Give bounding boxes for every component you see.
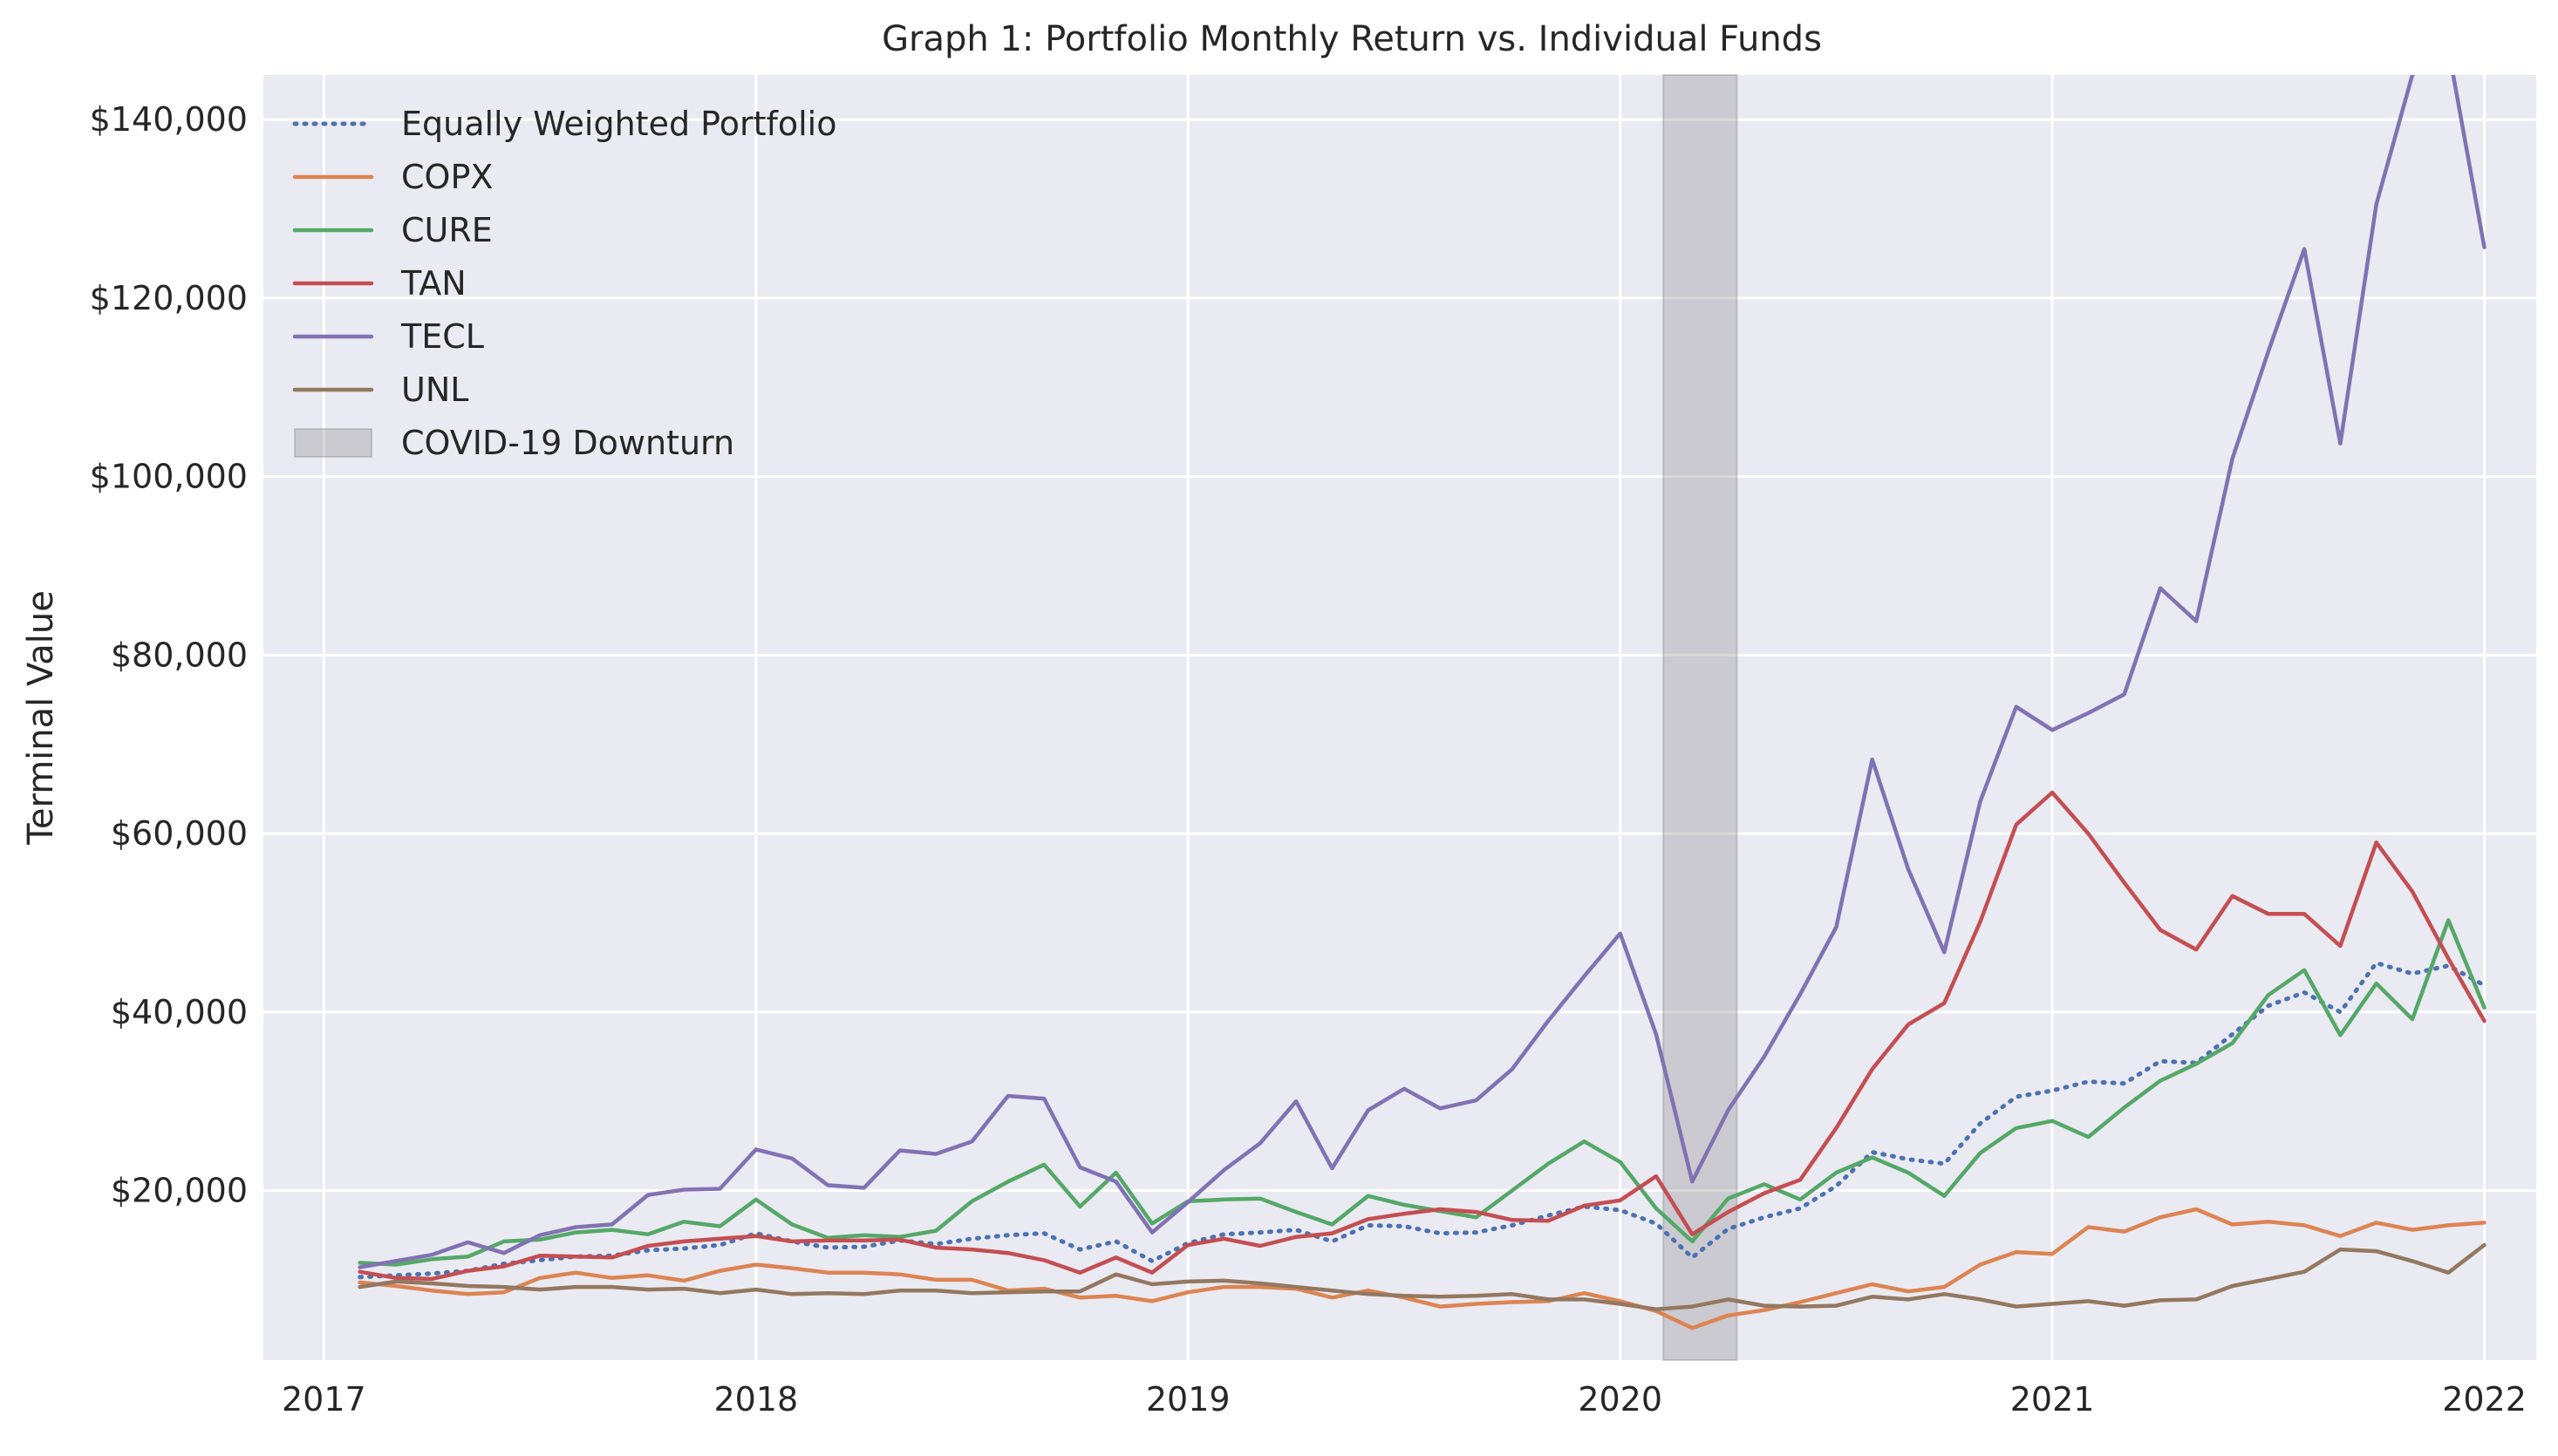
grid <box>263 75 2536 1360</box>
plot-area <box>263 75 2536 1360</box>
legend-label-unl: UNL <box>401 371 468 409</box>
y-tick-label: $80,000 <box>111 636 248 674</box>
series-line-tan <box>358 790 2486 1282</box>
x-tick-label: 2021 <box>2010 1380 2095 1419</box>
legend-label-tecl: TECL <box>400 317 484 356</box>
legend-label-covid-19-downturn: COVID-19 Downturn <box>401 424 734 462</box>
series-line-tecl <box>358 75 2486 1269</box>
series-line-unl <box>358 1242 2486 1311</box>
legend: Equally Weighted Portfolio COPX CURE TAN TEC… <box>292 105 836 462</box>
y-tick-label: $60,000 <box>111 814 248 853</box>
legend-swatch-covid-19-downturn <box>294 428 372 458</box>
series-line-cure <box>358 918 2486 1267</box>
y-axis-label: Terminal Value <box>21 590 61 846</box>
y-tick-labels: $20,000 $40,000 $60,000 $80,000 $100,000 $120… <box>90 100 248 1209</box>
x-tick-labels: 2017 2018 2019 2020 2021 2022 <box>282 1380 2527 1419</box>
y-tick-label: $20,000 <box>111 1172 248 1210</box>
series-line-copx <box>358 1207 2486 1330</box>
x-tick-label: 2018 <box>713 1380 798 1419</box>
legend-label-copx: COPX <box>401 158 493 196</box>
chart-title: Graph 1: Portfolio Monthly Return vs. In… <box>882 19 1822 59</box>
shade-layer <box>1662 74 1738 1361</box>
y-tick-label: $140,000 <box>90 100 248 139</box>
x-tick-label: 2020 <box>1578 1380 1662 1419</box>
legend-label-equally-weighted-portfolio: Equally Weighted Portfolio <box>401 105 836 143</box>
y-tick-label: $100,000 <box>90 458 248 496</box>
legend-label-cure: CURE <box>401 211 493 249</box>
series-line-equally-weighted-portfolio <box>358 961 2486 1280</box>
x-tick-label: 2017 <box>282 1380 366 1419</box>
x-tick-label: 2022 <box>2442 1380 2527 1419</box>
series-layer <box>358 75 2486 1330</box>
x-tick-label: 2019 <box>1146 1380 1231 1419</box>
legend-label-tan: TAN <box>400 264 467 303</box>
covid-shaded-region <box>1662 74 1738 1361</box>
y-tick-label: $120,000 <box>90 279 248 317</box>
y-tick-label: $40,000 <box>111 993 248 1031</box>
